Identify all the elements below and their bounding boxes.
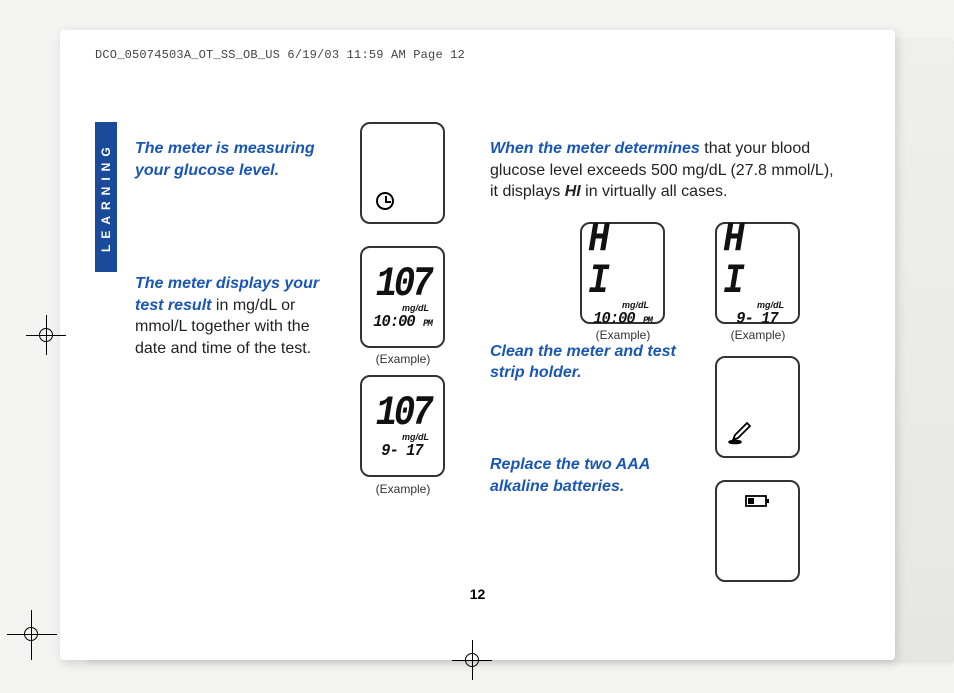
lcd-battery (715, 480, 800, 582)
brush-icon (727, 420, 753, 446)
para-clean: Clean the meter and test strip holder. (490, 341, 680, 384)
section-tab-learning: LEARNING (95, 122, 117, 272)
lcd-reading: 107 (375, 263, 429, 305)
lcd-hi-date: H I mg/dL 9- 17 (715, 222, 800, 324)
lcd-hi-time: H I mg/dL 10:00 PM (580, 222, 665, 324)
para-displays-result: The meter displays your test result in m… (135, 273, 345, 359)
lcd-date: 9- 17 (382, 442, 423, 461)
lcd-clean (715, 356, 800, 458)
lcd-clock (360, 122, 445, 224)
manual-page: DCO_05074503A_OT_SS_OB_US 6/19/03 11:59 … (60, 30, 895, 660)
lcd-reading: 107 (375, 392, 429, 434)
page-number: 12 (60, 586, 895, 602)
caption-example: (Example) (358, 352, 448, 366)
lcd-date: 9- 17 (737, 310, 778, 329)
lcd-107-date: 107 mg/dL 9- 17 (360, 375, 445, 477)
para-batteries: Replace the two AAA alkaline batteries. (490, 454, 680, 497)
lcd-time: 10:00 PM (593, 310, 652, 329)
lcd-107-time: 107 mg/dL 10:00 PM (360, 246, 445, 348)
caption-example: (Example) (713, 328, 803, 342)
caption-example: (Example) (358, 482, 448, 496)
prepress-header: DCO_05074503A_OT_SS_OB_US 6/19/03 11:59 … (95, 48, 465, 62)
para-measuring: The meter is measuring your glucose leve… (135, 138, 345, 181)
battery-icon (745, 494, 771, 508)
lcd-reading-hi: H I (723, 218, 792, 302)
para-hi-explain: When the meter determines that your bloo… (490, 138, 835, 203)
clock-icon (376, 192, 394, 210)
lcd-reading-hi: H I (588, 218, 657, 302)
lcd-time: 10:00 PM (373, 313, 432, 332)
caption-example: (Example) (578, 328, 668, 342)
